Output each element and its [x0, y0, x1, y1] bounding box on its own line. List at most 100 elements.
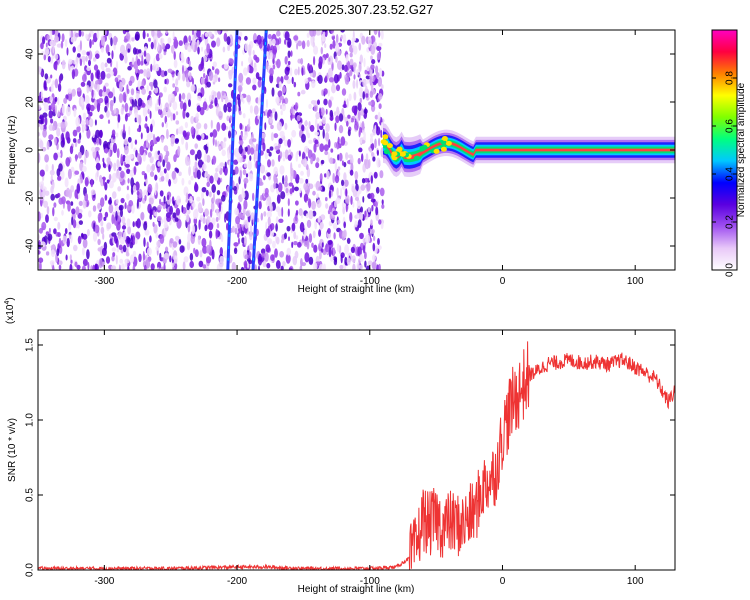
noise-blob	[52, 207, 55, 217]
noise-blob	[150, 263, 155, 270]
noise-blob	[308, 198, 312, 209]
noise-blob	[246, 94, 251, 103]
noise-blob	[325, 132, 330, 142]
noise-blob	[52, 41, 57, 47]
noise-blob	[291, 222, 296, 232]
noise-blob	[100, 197, 105, 208]
noise-blob	[265, 244, 271, 253]
noise-blob	[218, 202, 222, 213]
noise-blob	[54, 78, 59, 89]
noise-blob	[211, 249, 215, 260]
noise-blob	[76, 53, 81, 58]
noise-blob	[39, 140, 44, 149]
noise-blob	[241, 60, 244, 67]
noise-blob	[297, 241, 302, 248]
noise-blob	[127, 266, 130, 270]
noise-blob	[154, 174, 158, 181]
noise-blob	[111, 232, 117, 237]
noise-blob	[115, 132, 119, 138]
noise-blob	[170, 113, 173, 122]
noise-blob	[157, 42, 160, 52]
noise-blob	[96, 102, 101, 113]
noise-blob	[258, 181, 264, 186]
noise-blob	[182, 102, 187, 112]
noise-blob	[271, 108, 276, 114]
noise-blob	[126, 84, 129, 93]
noise-blob	[203, 144, 207, 151]
noise-blob	[172, 241, 178, 248]
noise-blob	[118, 204, 124, 211]
noise-blob	[140, 211, 145, 221]
noise-blob	[277, 154, 281, 162]
noise-blob	[215, 228, 219, 240]
noise-blob	[309, 124, 315, 132]
noise-blob	[172, 101, 178, 111]
noise-blob	[68, 222, 72, 231]
noise-blob	[165, 121, 168, 128]
noise-blob	[211, 94, 214, 100]
noise-blob	[129, 169, 134, 178]
noise-blob	[276, 58, 281, 69]
colorbar-tick-label: 0.6	[725, 119, 736, 133]
noise-blob	[70, 259, 73, 264]
noise-blob	[74, 261, 78, 268]
noise-blob	[352, 62, 357, 68]
noise-blob	[298, 163, 301, 168]
noise-blob	[167, 94, 172, 104]
noise-blob	[373, 171, 378, 179]
noise-blob	[276, 194, 281, 204]
noise-blob	[57, 232, 61, 238]
noise-blob	[379, 170, 384, 179]
noise-blob	[157, 204, 162, 211]
noise-blob	[228, 83, 233, 88]
noise-blob	[94, 263, 99, 270]
noise-blob	[278, 81, 282, 90]
noise-blob	[305, 196, 309, 201]
noise-blob	[44, 190, 50, 196]
noise-blob	[88, 86, 93, 92]
noise-blob	[170, 44, 175, 54]
noise-blob	[266, 111, 270, 119]
noise-blob	[323, 88, 328, 95]
noise-blob	[313, 244, 318, 253]
noise-blob	[300, 258, 303, 267]
noise-blob	[79, 58, 83, 67]
noise-blob	[135, 231, 141, 240]
noise-blob	[188, 35, 192, 43]
noise-blob	[146, 85, 149, 92]
noise-blob	[155, 232, 159, 239]
noise-blob	[97, 212, 103, 222]
noise-blob	[111, 50, 114, 60]
noise-blob	[88, 59, 91, 67]
noise-blob	[94, 119, 97, 126]
noise-blob	[132, 221, 135, 228]
noise-blob	[65, 131, 70, 141]
noise-blob	[149, 235, 152, 243]
noise-blob	[209, 191, 212, 198]
noise-blob	[346, 120, 349, 127]
signal-blob	[440, 146, 447, 152]
noise-blob	[266, 98, 268, 109]
noise-blob	[208, 222, 214, 231]
noise-blob	[175, 235, 180, 241]
noise-blob	[177, 71, 181, 81]
noise-blob	[82, 258, 88, 267]
noise-blob	[155, 246, 160, 251]
noise-blob	[159, 190, 164, 197]
noise-blob	[198, 63, 203, 72]
noise-blob	[149, 171, 155, 178]
noise-blob	[329, 43, 333, 50]
noise-blob	[40, 180, 45, 191]
noise-blob	[258, 265, 260, 270]
noise-blob	[75, 61, 78, 69]
noise-blob	[351, 39, 355, 49]
noise-blob	[197, 235, 201, 245]
noise-blob	[334, 122, 337, 131]
noise-blob	[257, 79, 262, 88]
noise-blob	[288, 236, 290, 241]
noise-blob	[202, 217, 206, 224]
noise-blob	[236, 152, 241, 163]
noise-blob	[136, 218, 141, 229]
noise-blob	[365, 265, 371, 270]
noise-blob	[294, 186, 299, 192]
